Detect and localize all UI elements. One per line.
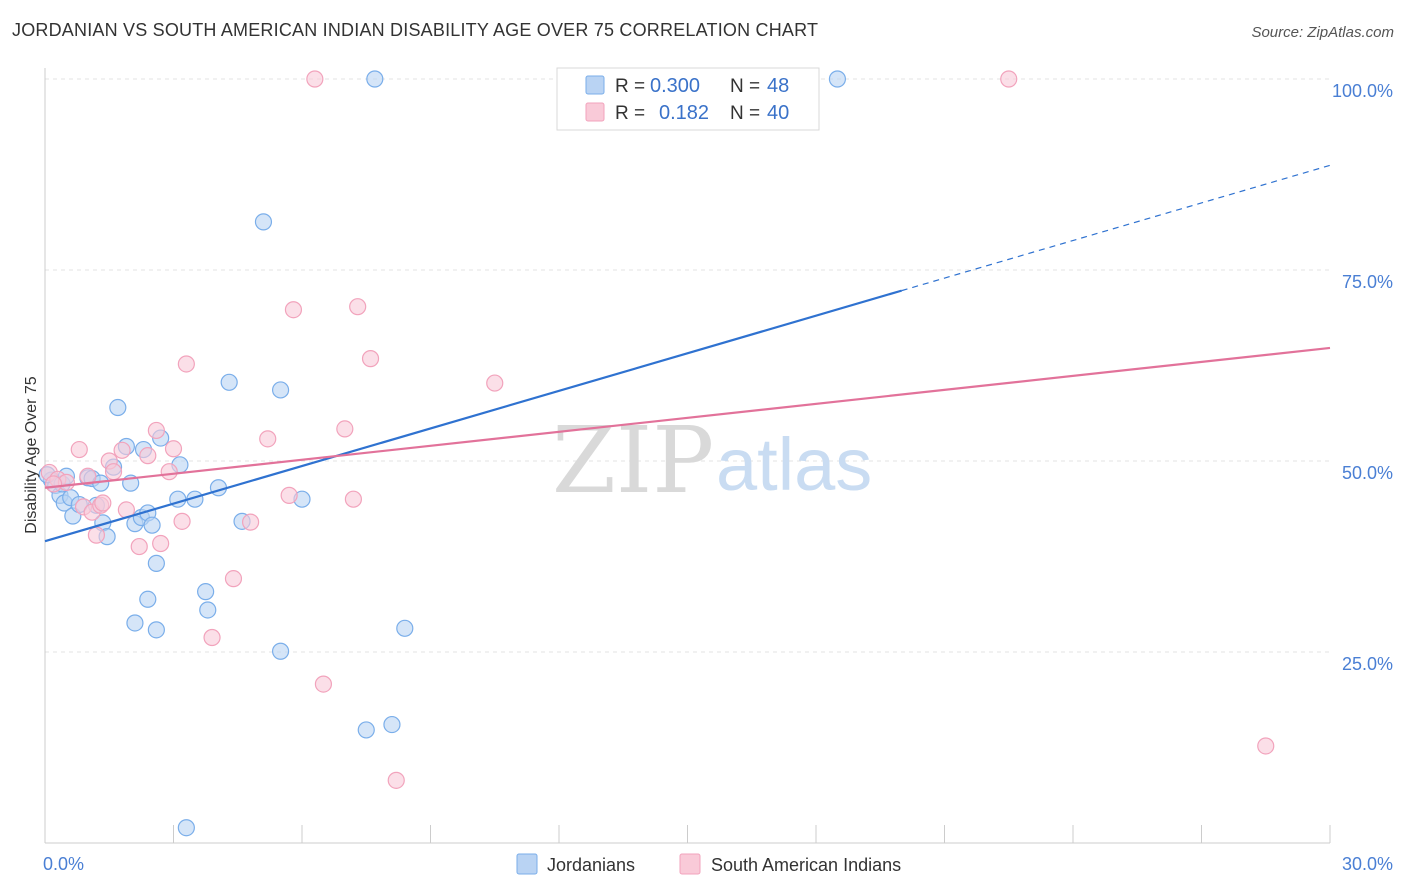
point-south-american-indian <box>164 440 183 458</box>
legend-n-value-2: 40 <box>767 102 789 124</box>
point-south-american-indian <box>147 421 165 440</box>
legend-n-value-1: 48 <box>767 75 789 97</box>
bottom-legend-swatch-jordanians <box>516 853 538 875</box>
point-south-american-indian <box>242 513 260 531</box>
point-jordanian <box>147 554 165 572</box>
bottom-legend-label-south-american-indians: South American Indians <box>711 855 901 875</box>
point-south-american-indian <box>44 475 63 493</box>
trendline-south-american-indians <box>44 346 1331 489</box>
point-jordanian <box>220 373 238 391</box>
point-south-american-indian <box>94 494 112 512</box>
legend-r-value-1: 0.300 <box>650 75 700 97</box>
source-label: Source: ZipAtlas.com <box>1251 24 1394 41</box>
point-jordanian <box>109 398 127 417</box>
legend-swatch-jordanians <box>585 75 605 95</box>
point-jordanian <box>828 70 847 88</box>
point-south-american-indian <box>104 463 123 481</box>
point-south-american-indian <box>224 570 243 588</box>
point-south-american-indian <box>87 526 106 544</box>
point-jordanian <box>126 614 144 632</box>
point-south-american-indian <box>70 440 88 459</box>
grid-layer <box>45 78 1330 653</box>
point-south-american-indian <box>336 420 354 438</box>
point-south-american-indian <box>349 298 367 316</box>
legend-r-label-2: R = <box>615 103 645 124</box>
axis-layer: 100.0% 75.0% 50.0% 25.0% 0.0% 30.0% <box>43 68 1393 874</box>
point-jordanian <box>271 381 290 399</box>
point-south-american-indian <box>1257 737 1275 755</box>
x-tick-label: 30.0% <box>1342 854 1393 874</box>
legend-swatch-south-american-indians <box>585 102 605 122</box>
legend-r-label-1: R = <box>615 76 645 97</box>
point-jordanian <box>396 619 414 637</box>
point-jordanian <box>177 819 195 837</box>
point-south-american-indian <box>203 628 221 647</box>
point-south-american-indian <box>152 534 170 553</box>
legend-box: R = 0.300 N = 48 R = 0.182 N = 40 <box>556 67 820 131</box>
chart-title: JORDANIAN VS SOUTH AMERICAN INDIAN DISAB… <box>12 20 819 40</box>
point-south-american-indian <box>177 355 195 373</box>
point-south-american-indian <box>314 675 333 693</box>
point-jordanian <box>357 721 375 739</box>
point-jordanian <box>139 590 157 608</box>
point-jordanian <box>254 213 273 231</box>
y-tick-label: 75.0% <box>1342 272 1393 292</box>
legend-r-value-2: 0.182 <box>659 102 709 124</box>
watermark-atlas: atlas <box>716 423 872 506</box>
point-south-american-indian <box>387 771 405 789</box>
point-jordanian <box>383 715 401 734</box>
y-tick-label: 100.0% <box>1332 81 1393 101</box>
bottom-legend: Jordanians South American Indians <box>516 853 901 875</box>
point-jordanian <box>197 583 215 601</box>
legend-n-label-2: N = <box>730 103 760 124</box>
trendline-jordanians <box>44 289 902 543</box>
point-jordanian <box>271 642 290 660</box>
bottom-legend-label-jordanians: Jordanians <box>547 855 635 875</box>
trendline-jordanians-extension <box>901 164 1331 292</box>
point-south-american-indian <box>1000 70 1018 88</box>
point-south-american-indian <box>113 441 131 459</box>
trend-layer <box>44 164 1331 543</box>
point-south-american-indian <box>259 430 277 448</box>
y-tick-label: 50.0% <box>1342 463 1393 483</box>
point-south-american-indian <box>306 70 324 88</box>
point-south-american-indian <box>344 490 362 508</box>
point-jordanian <box>143 516 161 534</box>
point-south-american-indian <box>486 374 504 392</box>
point-south-american-indian <box>79 467 97 485</box>
point-south-american-indian <box>280 486 298 504</box>
point-jordanian <box>147 621 165 639</box>
x-tick-label: 0.0% <box>43 854 84 874</box>
y-axis-label: Disability Age Over 75 <box>23 376 40 534</box>
y-tick-label: 25.0% <box>1342 654 1393 674</box>
point-south-american-indian <box>139 447 157 465</box>
point-jordanian <box>199 601 217 619</box>
point-south-american-indian <box>284 301 303 319</box>
bottom-legend-swatch-south-american-indians <box>679 853 701 875</box>
point-south-american-indian <box>130 537 148 556</box>
point-jordanian <box>366 70 384 88</box>
point-south-american-indian <box>173 512 191 530</box>
legend-n-label-1: N = <box>730 76 760 97</box>
point-south-american-indian <box>160 463 178 481</box>
point-south-american-indian <box>361 350 380 368</box>
